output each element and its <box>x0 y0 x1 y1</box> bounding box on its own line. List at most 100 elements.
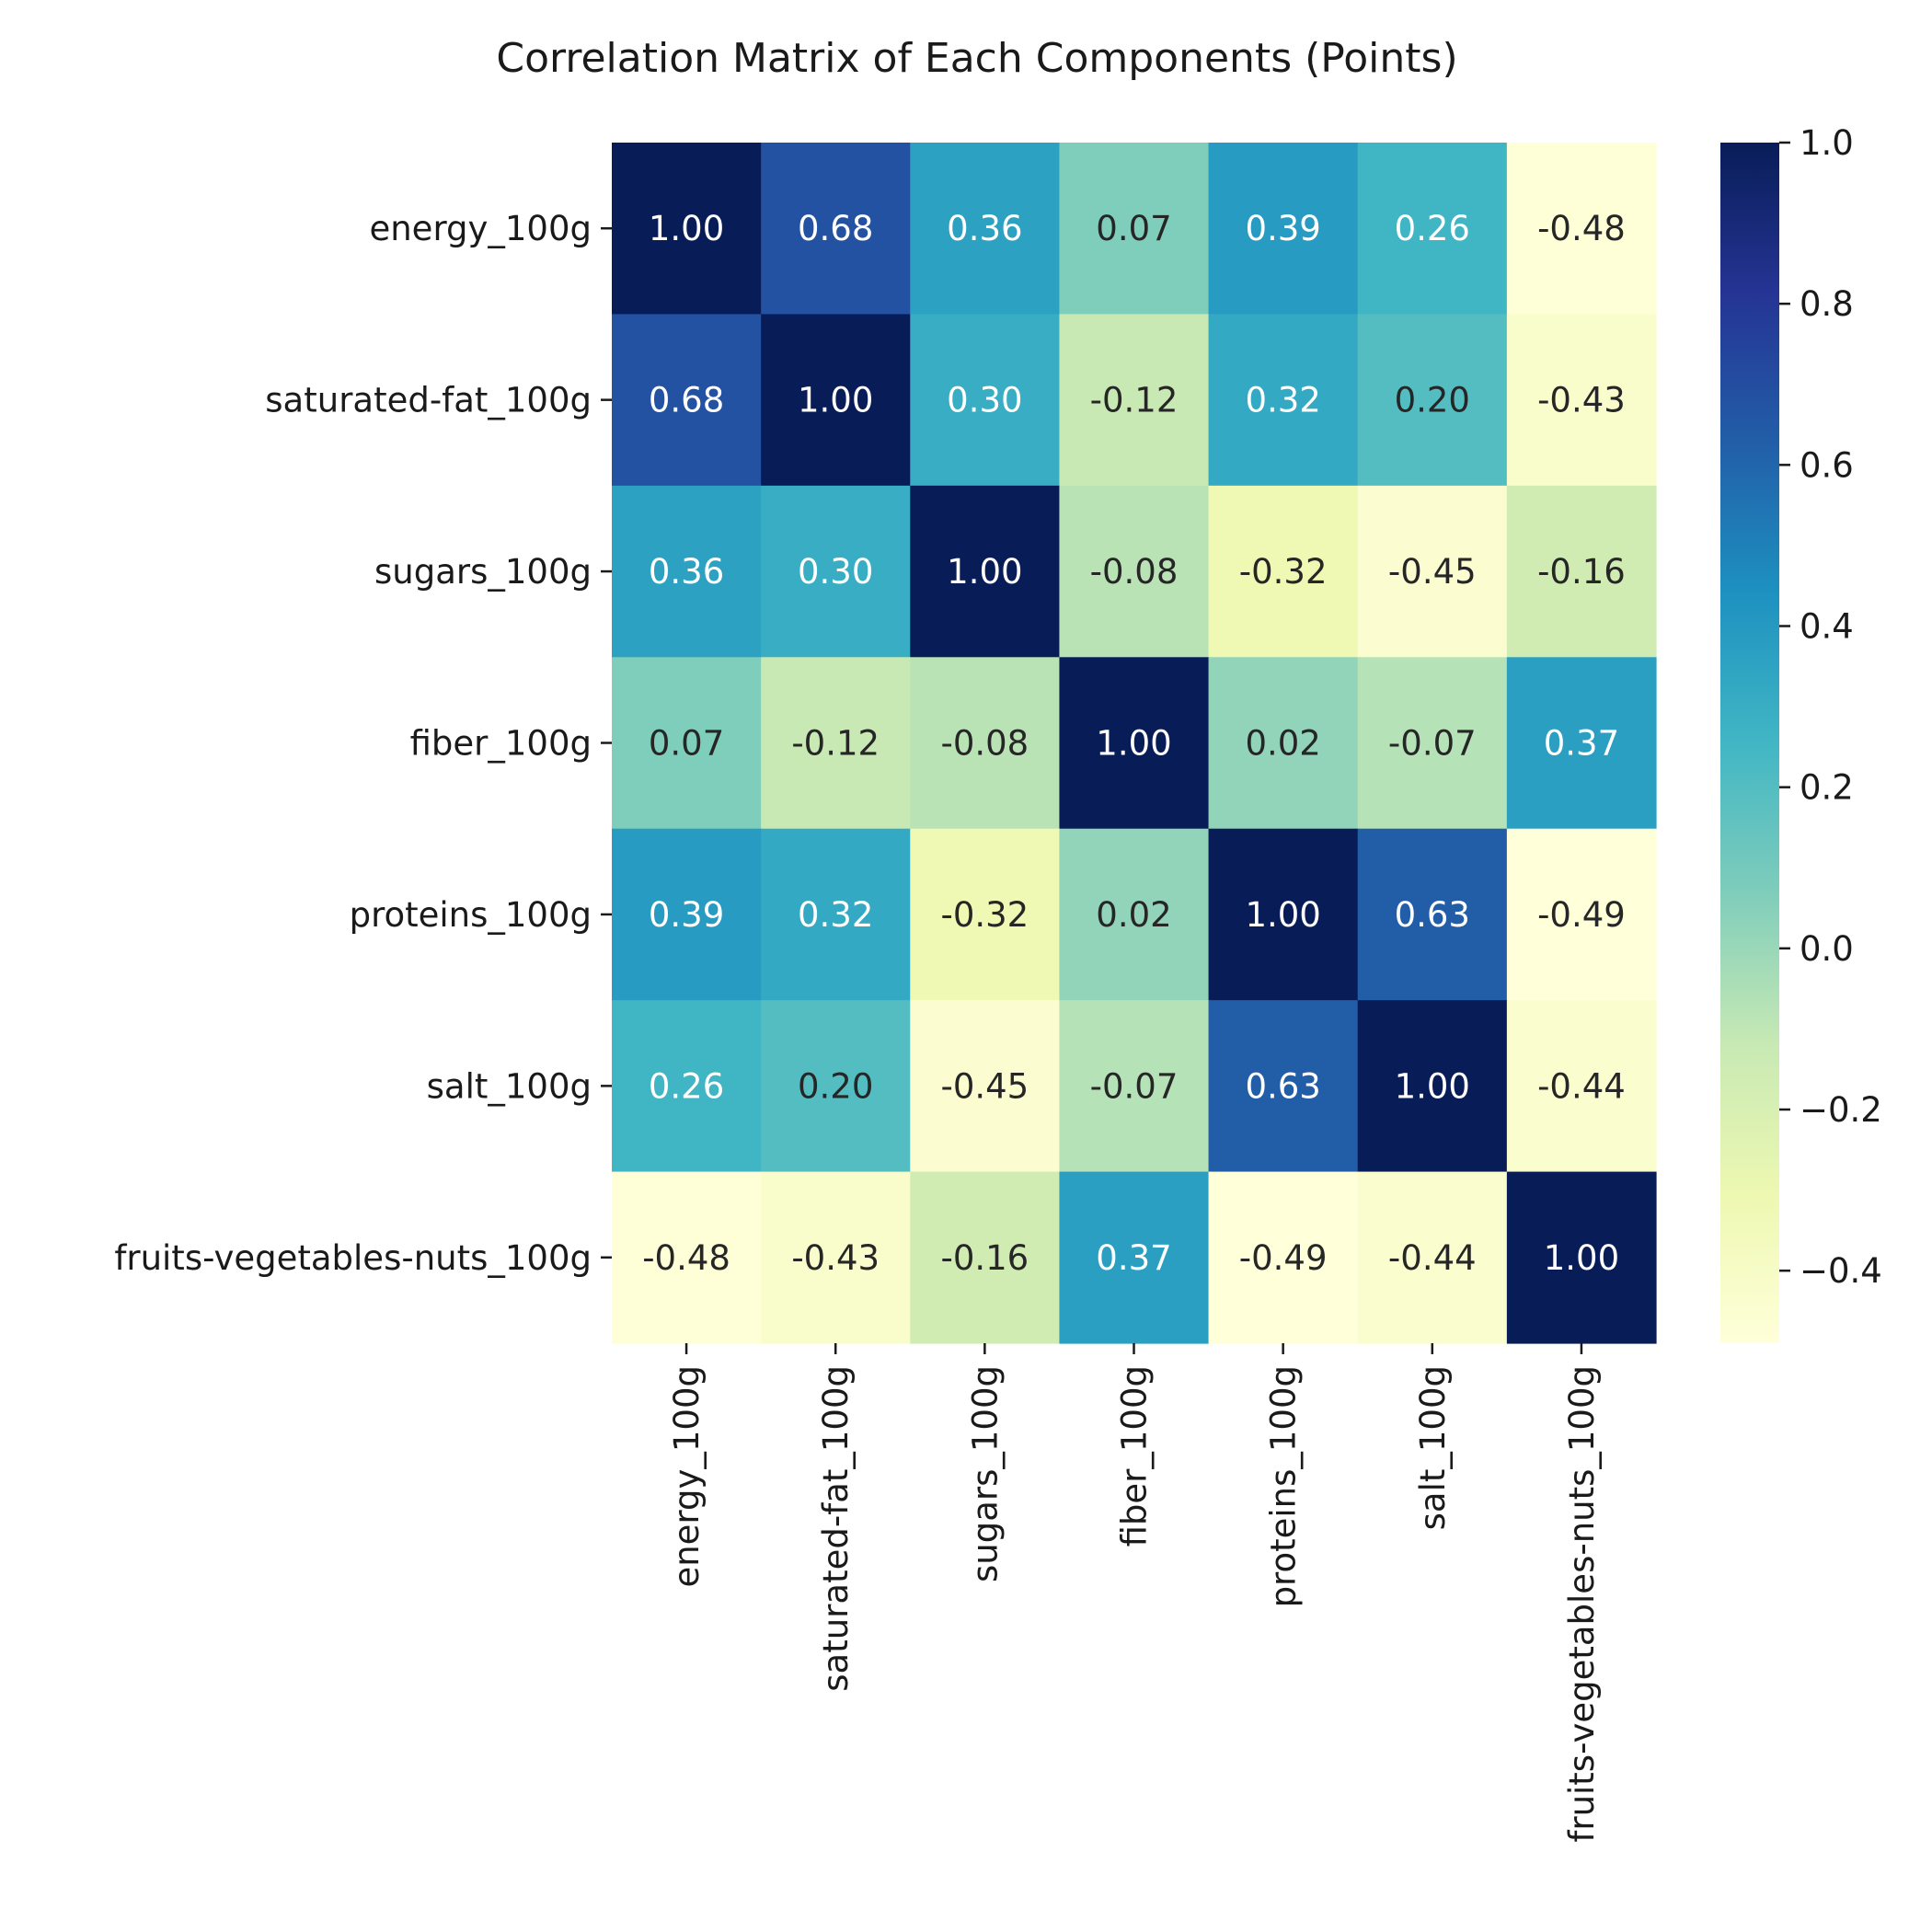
x-tick-label: fiber_100g <box>1115 1365 1155 1547</box>
heatmap-cell <box>1059 657 1210 830</box>
cell-value-label: -0.16 <box>1537 552 1626 592</box>
cell-value-label: 0.07 <box>1096 209 1171 248</box>
cell-value-label: 1.00 <box>1544 1238 1619 1278</box>
colorbar-tick-label: 0.8 <box>1800 284 1854 324</box>
heatmap-cell <box>1357 828 1508 1001</box>
x-tick-label: salt_100g <box>1413 1365 1453 1530</box>
cell-value-label: 0.30 <box>798 552 873 592</box>
heatmap-cell <box>1059 1171 1210 1344</box>
cell-value-label: 1.00 <box>1096 724 1171 764</box>
y-tick-label: sugars_100g <box>374 552 592 592</box>
x-tick-label: proteins_100g <box>1264 1365 1304 1607</box>
y-tick-label: proteins_100g <box>350 895 592 935</box>
heatmap-cell <box>612 314 762 487</box>
cell-value-label: -0.08 <box>1090 552 1179 592</box>
heatmap-cell <box>910 828 1061 1001</box>
cell-value-label: -0.45 <box>940 1066 1029 1106</box>
cell-value-label: 1.00 <box>947 552 1022 592</box>
heatmap-cell <box>1506 1171 1657 1344</box>
cell-value-label: 0.26 <box>649 1066 724 1106</box>
heatmap-cell <box>761 1000 911 1173</box>
heatmap-cell <box>612 1171 762 1344</box>
heatmap-cell <box>761 485 911 658</box>
cell-value-label: -0.08 <box>940 724 1029 764</box>
cell-value-label: -0.45 <box>1388 552 1477 592</box>
cell-value-label: -0.43 <box>791 1238 880 1278</box>
colorbar-tick-label: 0.4 <box>1800 607 1854 647</box>
cell-value-label: -0.48 <box>642 1238 730 1278</box>
heatmap-cell <box>612 828 762 1001</box>
heatmap-cell <box>1357 143 1508 316</box>
cell-value-label: -0.16 <box>940 1238 1029 1278</box>
heatmap-cell <box>761 657 911 830</box>
heatmap-cell <box>910 657 1061 830</box>
colorbar-tick-label: 0.2 <box>1800 768 1854 808</box>
heatmap-cell <box>1357 485 1508 658</box>
cell-value-label: 0.36 <box>947 209 1022 248</box>
x-tick-label: saturated-fat_100g <box>816 1365 856 1692</box>
cell-value-label: 0.36 <box>649 552 724 592</box>
heatmap-cell <box>612 1000 762 1173</box>
cell-value-label: 0.07 <box>649 724 724 764</box>
cell-value-label: 0.26 <box>1395 209 1470 248</box>
cell-value-label: -0.07 <box>1388 724 1477 764</box>
heatmap-cells <box>612 143 1657 1344</box>
cell-value-label: 1.00 <box>798 381 873 420</box>
colorbar-axis: 1.0 0.8 0.6 0.4 0.2 0.0 −0.2 −0.4 <box>1779 123 1882 1291</box>
heatmap-cell <box>1357 1171 1508 1344</box>
cell-value-label: -0.43 <box>1537 381 1626 420</box>
y-tick-label: energy_100g <box>369 209 592 248</box>
heatmap-cell <box>1506 314 1657 487</box>
cell-value-label: -0.49 <box>1239 1238 1328 1278</box>
heatmap-cell <box>910 314 1061 487</box>
heatmap-cell <box>1506 828 1657 1001</box>
heatmap-cell <box>761 143 911 316</box>
heatmap-cell <box>1208 143 1359 316</box>
heatmap-cell <box>1208 485 1359 658</box>
cell-value-label: 0.63 <box>1245 1066 1320 1106</box>
cell-value-label: 0.32 <box>1245 381 1320 420</box>
heatmap-cell <box>1357 314 1508 487</box>
colorbar-tick-label: 0.0 <box>1800 929 1854 969</box>
cell-value-label: 0.68 <box>649 381 724 420</box>
heatmap-cell <box>612 143 762 316</box>
cell-value-label: 0.32 <box>798 895 873 935</box>
heatmap-cell <box>910 1000 1061 1173</box>
heatmap-cell <box>1059 314 1210 487</box>
cell-value-label: -0.07 <box>1090 1066 1179 1106</box>
cell-value-label: 0.63 <box>1395 895 1470 935</box>
cell-value-label: -0.44 <box>1537 1066 1626 1106</box>
heatmap-cell <box>1506 657 1657 830</box>
cell-value-label: -0.49 <box>1537 895 1626 935</box>
heatmap-cell <box>612 485 762 658</box>
cell-value-label: 0.37 <box>1096 1238 1171 1278</box>
heatmap-cell <box>761 314 911 487</box>
cell-value-label: -0.44 <box>1388 1238 1477 1278</box>
x-tick-label: sugars_100g <box>965 1365 1005 1582</box>
cell-value-label: 0.02 <box>1096 895 1171 935</box>
heatmap-cell <box>910 143 1061 316</box>
y-tick-label: fiber_100g <box>410 724 592 764</box>
heatmap-cell <box>1506 1000 1657 1173</box>
heatmap-cell <box>1059 143 1210 316</box>
heatmap-cell <box>1357 657 1508 830</box>
cell-value-label: 1.00 <box>1395 1066 1470 1106</box>
cell-value-label: 1.00 <box>1245 895 1320 935</box>
heatmap-cell <box>1208 314 1359 487</box>
cell-value-label: 0.39 <box>649 895 724 935</box>
heatmap-cell <box>1357 1000 1508 1173</box>
cell-value-label: -0.12 <box>1090 381 1179 420</box>
heatmap-cell <box>1506 143 1657 316</box>
y-axis: energy_100g saturated-fat_100g sugars_100g… <box>114 209 612 1278</box>
colorbar-tick-label: 0.6 <box>1800 445 1854 485</box>
y-tick-label: fruits-vegetables-nuts_100g <box>114 1238 592 1278</box>
heatmap-cell <box>761 1171 911 1344</box>
heatmap-cell <box>910 1171 1061 1344</box>
cell-value-label: 1.00 <box>649 209 724 248</box>
y-tick-label: saturated-fat_100g <box>265 381 592 420</box>
y-tick-label: salt_100g <box>427 1066 592 1106</box>
heatmap-cell <box>1208 1000 1359 1173</box>
heatmap-cell <box>1208 1171 1359 1344</box>
cell-value-label: 0.39 <box>1245 209 1320 248</box>
heatmap-cell <box>1208 657 1359 830</box>
